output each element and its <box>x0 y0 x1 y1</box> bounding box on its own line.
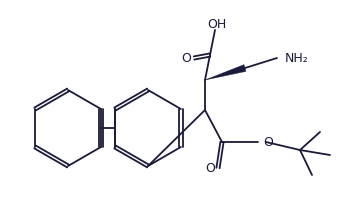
Text: NH₂: NH₂ <box>285 51 309 65</box>
Polygon shape <box>205 65 246 80</box>
Text: O: O <box>181 51 191 65</box>
Text: O: O <box>205 161 215 175</box>
Text: O: O <box>263 136 273 148</box>
Text: OH: OH <box>207 18 227 32</box>
